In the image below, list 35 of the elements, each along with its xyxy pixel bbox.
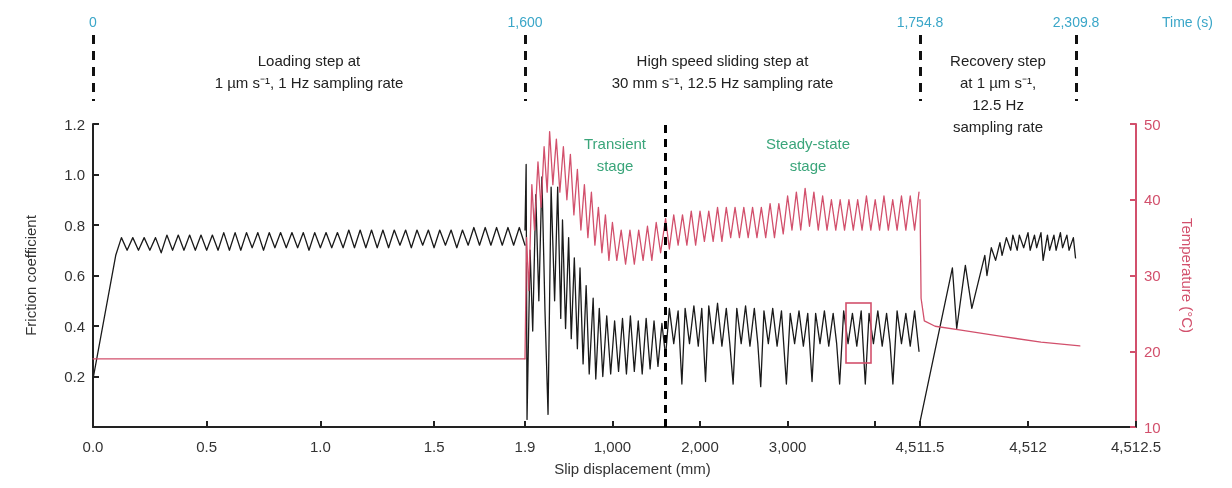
x-tick-label: 1.9 (514, 438, 536, 455)
x2-axis-title: Time (s) (1162, 14, 1213, 30)
x-tick-label: 4,511.5 (895, 438, 945, 455)
x-axis-title: Slip displacement (mm) (554, 460, 711, 477)
text: Loading step at 1 µm s⁻¹, 1 Hz sampling rate (214, 51, 404, 91)
y-tick-label: 0.8 (64, 216, 85, 234)
y-tick-label: 1.2 (64, 115, 85, 133)
y-tick-label: 0.4 (64, 317, 85, 335)
x-tick-label: 0.5 (196, 438, 218, 455)
x-tick-label: 1.5 (423, 438, 445, 455)
x2-tick-label: 2,309.8 (1052, 14, 1100, 30)
x-tick-label: 0.0 (82, 438, 104, 455)
x-tick-label: 2,000 (681, 438, 719, 455)
annotation: Transient stage (584, 134, 647, 174)
text: High speed sliding step at 30 mm s⁻¹, 12.5 Hz sampling rate (611, 51, 834, 91)
y-axis-title: Friction coefficient (22, 214, 39, 336)
x2-tick-label: 1,600 (507, 14, 543, 30)
x2-tick-label: 1,754.8 (896, 14, 944, 30)
y2-axis-title: Temperature (°C) (1179, 217, 1196, 334)
annotation: Recovery step at 1 µm s⁻¹, 12.5 Hz sampling rate (950, 51, 1046, 135)
annotation: Steady-state stage (765, 134, 851, 174)
y-tick-label: 0.6 (64, 267, 85, 284)
y2-tick-label: 20 (1144, 342, 1161, 360)
y2-tick-label: 40 (1144, 191, 1161, 209)
y-tick-label: 1.0 (64, 166, 85, 183)
y2-tick-label: 50 (1144, 115, 1161, 133)
y2-tick-label: 30 (1144, 267, 1161, 284)
x-tick-label: 1.0 (309, 438, 331, 455)
x-tick-label: 1,000 (593, 438, 632, 455)
y-tick-label: 0.2 (64, 368, 85, 385)
x-tick-label: 3,000 (768, 438, 807, 455)
x-tick-label: 4,512.5 (1110, 438, 1162, 455)
x2-tick-label: 0 (89, 14, 98, 30)
y2-tick-label: 10 (1144, 418, 1161, 436)
x-tick-label: 4,512 (1009, 438, 1047, 455)
